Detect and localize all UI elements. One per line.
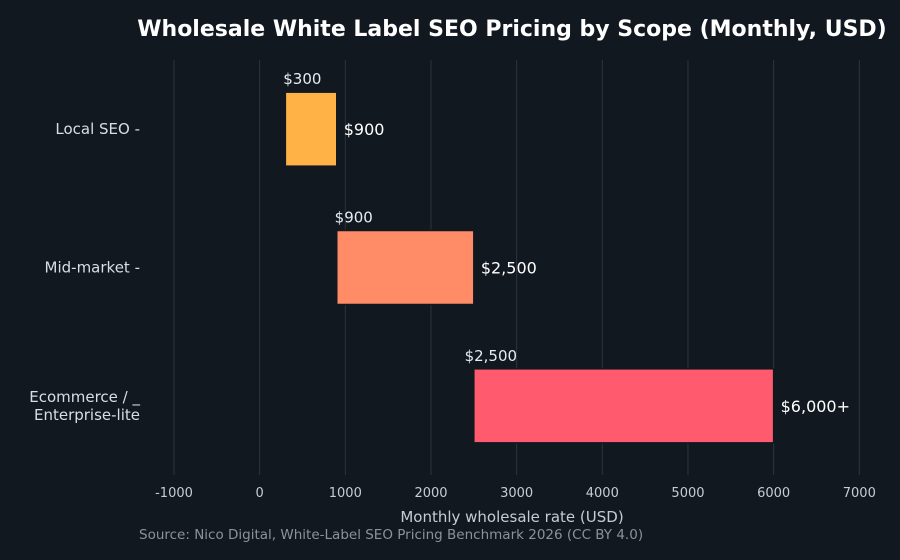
range-bar bbox=[336, 229, 475, 306]
x-tick-label: 3000 bbox=[500, 486, 533, 501]
bar-high-label: $6,000+ bbox=[781, 397, 850, 416]
range-bar bbox=[284, 91, 338, 167]
category-label: Mid-market - bbox=[45, 259, 140, 277]
bar-low-label: $2,500 bbox=[465, 347, 518, 365]
x-tick-label: 1000 bbox=[329, 486, 362, 501]
x-axis-label: Monthly wholesale rate (USD) bbox=[400, 508, 623, 526]
x-axis-ticks: -1000 0 1000 2000 3000 4000 5000 6000 7000 bbox=[155, 486, 876, 501]
bar-low-label: $300 bbox=[283, 70, 321, 88]
x-tick-label: 4000 bbox=[586, 486, 619, 501]
x-tick-label: 6000 bbox=[757, 486, 790, 501]
x-tick-label: -1000 bbox=[155, 486, 193, 501]
grid-lines bbox=[173, 60, 860, 475]
y-axis-categories: Local SEO - Mid-market - Ecommerce / _Ente… bbox=[29, 120, 140, 424]
category-label: Enterprise-lite bbox=[34, 406, 140, 424]
chart-title: Wholesale White Label SEO Pricing by Sco… bbox=[137, 17, 886, 42]
bar-high-label: $900 bbox=[344, 120, 385, 139]
category-label: Local SEO - bbox=[55, 120, 140, 138]
bar-low-label: $900 bbox=[335, 209, 373, 227]
x-tick-label: 2000 bbox=[414, 486, 447, 501]
source-note: Source: Nico Digital, White-Label SEO Pr… bbox=[139, 527, 643, 543]
x-tick-label: 0 bbox=[256, 486, 264, 501]
x-tick-label: 5000 bbox=[671, 486, 704, 501]
category-label: Ecommerce / _ bbox=[29, 388, 140, 407]
range-bar bbox=[473, 368, 775, 444]
x-tick-label: 7000 bbox=[843, 486, 876, 501]
bars: $300 $900 $900 $2,500 $2,500 $6,000+ bbox=[283, 70, 850, 444]
bar-high-label: $2,500 bbox=[481, 259, 537, 278]
